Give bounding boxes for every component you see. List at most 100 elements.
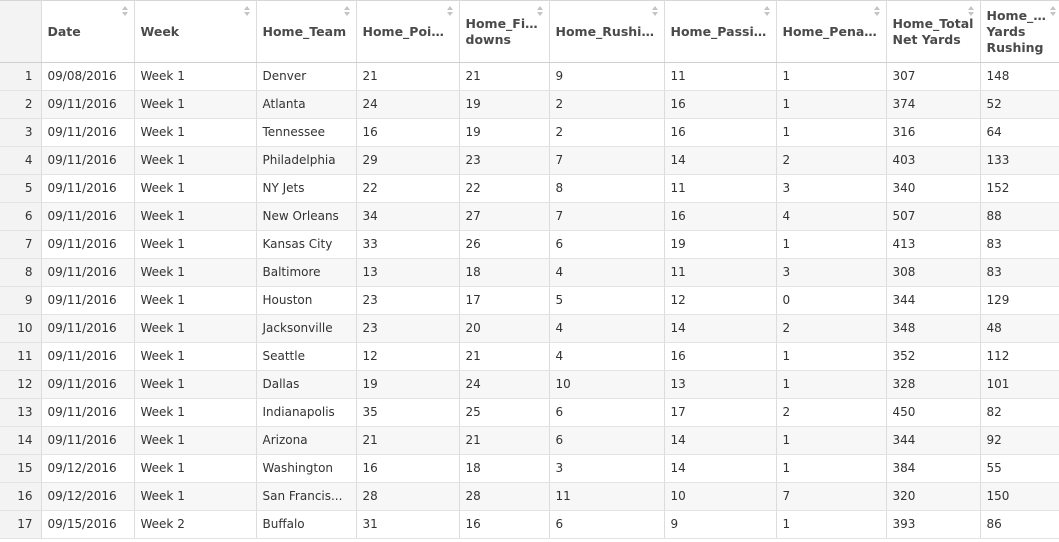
home-total-net-yards-cell[interactable]: 507 (886, 202, 981, 231)
sort-icon[interactable] (121, 6, 129, 18)
home-passing-cell[interactable]: 11 (664, 62, 777, 91)
sort-icon[interactable] (536, 6, 544, 18)
column-header-home-penalty[interactable]: Home_Penalty (776, 0, 887, 63)
home-net-yards-rushing-cell[interactable]: 83 (980, 230, 1059, 259)
home-total-net-yards-cell[interactable]: 340 (886, 174, 981, 203)
date-cell[interactable]: 09/11/2016 (41, 314, 135, 343)
column-header-home-passing[interactable]: Home_Passing (664, 0, 777, 63)
home-points-cell[interactable]: 13 (356, 258, 460, 287)
date-cell[interactable]: 09/12/2016 (41, 482, 135, 511)
date-cell[interactable]: 09/11/2016 (41, 426, 135, 455)
home-first-downs-cell[interactable]: 28 (459, 482, 550, 511)
home-net-yards-rushing-cell[interactable]: 92 (980, 426, 1059, 455)
week-cell[interactable]: Week 1 (134, 118, 257, 147)
home-points-cell[interactable]: 33 (356, 230, 460, 259)
home-team-cell[interactable]: Indianapolis (256, 398, 357, 427)
home-total-net-yards-cell[interactable]: 316 (886, 118, 981, 147)
home-team-cell[interactable]: Houston (256, 286, 357, 315)
home-net-yards-rushing-cell[interactable]: 55 (980, 454, 1059, 483)
home-passing-cell[interactable]: 14 (664, 146, 777, 175)
date-cell[interactable]: 09/08/2016 (41, 62, 135, 91)
home-total-net-yards-cell[interactable]: 374 (886, 90, 981, 119)
home-rushing-cell[interactable]: 6 (549, 426, 665, 455)
home-first-downs-cell[interactable]: 25 (459, 398, 550, 427)
home-rushing-cell[interactable]: 7 (549, 146, 665, 175)
sort-icon[interactable] (651, 6, 659, 18)
home-points-cell[interactable]: 12 (356, 342, 460, 371)
date-cell[interactable]: 09/12/2016 (41, 454, 135, 483)
home-points-cell[interactable]: 22 (356, 174, 460, 203)
home-first-downs-cell[interactable]: 22 (459, 174, 550, 203)
home-rushing-cell[interactable]: 7 (549, 202, 665, 231)
date-cell[interactable]: 09/11/2016 (41, 146, 135, 175)
home-passing-cell[interactable]: 10 (664, 482, 777, 511)
table-row[interactable]: 4 09/11/2016 Week 1 Philadelphia 29 23 7 14 2 403… (0, 146, 1059, 175)
home-rushing-cell[interactable]: 3 (549, 454, 665, 483)
home-first-downs-cell[interactable]: 18 (459, 258, 550, 287)
home-passing-cell[interactable]: 14 (664, 454, 777, 483)
home-rushing-cell[interactable]: 10 (549, 370, 665, 399)
week-cell[interactable]: Week 1 (134, 62, 257, 91)
home-penalty-cell[interactable]: 4 (776, 202, 887, 231)
home-points-cell[interactable]: 29 (356, 146, 460, 175)
home-team-cell[interactable]: Denver (256, 62, 357, 91)
home-penalty-cell[interactable]: 2 (776, 398, 887, 427)
week-cell[interactable]: Week 1 (134, 342, 257, 371)
home-penalty-cell[interactable]: 1 (776, 62, 887, 91)
home-first-downs-cell[interactable]: 24 (459, 370, 550, 399)
home-net-yards-rushing-cell[interactable]: 64 (980, 118, 1059, 147)
home-first-downs-cell[interactable]: 21 (459, 62, 550, 91)
home-passing-cell[interactable]: 14 (664, 426, 777, 455)
home-passing-cell[interactable]: 12 (664, 286, 777, 315)
home-team-cell[interactable]: Baltimore (256, 258, 357, 287)
home-total-net-yards-cell[interactable]: 393 (886, 510, 981, 539)
home-points-cell[interactable]: 23 (356, 286, 460, 315)
home-team-cell[interactable]: NY Jets (256, 174, 357, 203)
table-row[interactable]: 10 09/11/2016 Week 1 Jacksonville 23 20 4 14 2 34… (0, 314, 1059, 343)
home-penalty-cell[interactable]: 1 (776, 426, 887, 455)
home-rushing-cell[interactable]: 5 (549, 286, 665, 315)
week-cell[interactable]: Week 1 (134, 146, 257, 175)
date-cell[interactable]: 09/11/2016 (41, 258, 135, 287)
home-total-net-yards-cell[interactable]: 403 (886, 146, 981, 175)
table-row[interactable]: 11 09/11/2016 Week 1 Seattle 12 21 4 16 1 352 112 (0, 342, 1059, 371)
home-passing-cell[interactable]: 11 (664, 258, 777, 287)
table-row[interactable]: 13 09/11/2016 Week 1 Indianapolis 35 25 6 17 2 45… (0, 398, 1059, 427)
table-row[interactable]: 14 09/11/2016 Week 1 Arizona 21 21 6 14 1 344 92 (0, 426, 1059, 455)
home-team-cell[interactable]: Tennessee (256, 118, 357, 147)
table-row[interactable]: 16 09/12/2016 Week 1 San Francis... 28 28 11 10… (0, 482, 1059, 511)
home-first-downs-cell[interactable]: 20 (459, 314, 550, 343)
home-penalty-cell[interactable]: 3 (776, 258, 887, 287)
home-net-yards-rushing-cell[interactable]: 150 (980, 482, 1059, 511)
home-team-cell[interactable]: New Orleans (256, 202, 357, 231)
home-first-downs-cell[interactable]: 26 (459, 230, 550, 259)
home-net-yards-rushing-cell[interactable]: 88 (980, 202, 1059, 231)
week-cell[interactable]: Week 1 (134, 90, 257, 119)
home-net-yards-rushing-cell[interactable]: 152 (980, 174, 1059, 203)
home-points-cell[interactable]: 24 (356, 90, 460, 119)
home-net-yards-rushing-cell[interactable]: 133 (980, 146, 1059, 175)
date-cell[interactable]: 09/11/2016 (41, 90, 135, 119)
home-total-net-yards-cell[interactable]: 384 (886, 454, 981, 483)
home-first-downs-cell[interactable]: 19 (459, 118, 550, 147)
column-header-home-team[interactable]: Home_Team (256, 0, 357, 63)
home-team-cell[interactable]: Dallas (256, 370, 357, 399)
home-first-downs-cell[interactable]: 19 (459, 90, 550, 119)
home-team-cell[interactable]: Philadelphia (256, 146, 357, 175)
home-total-net-yards-cell[interactable]: 344 (886, 426, 981, 455)
date-cell[interactable]: 09/11/2016 (41, 370, 135, 399)
home-penalty-cell[interactable]: 1 (776, 230, 887, 259)
week-cell[interactable]: Week 1 (134, 202, 257, 231)
column-header-date[interactable]: Date (41, 0, 135, 63)
date-cell[interactable]: 09/11/2016 (41, 342, 135, 371)
home-team-cell[interactable]: Atlanta (256, 90, 357, 119)
table-row[interactable]: 5 09/11/2016 Week 1 NY Jets 22 22 8 11 3 340 152 (0, 174, 1059, 203)
table-row[interactable]: 12 09/11/2016 Week 1 Dallas 19 24 10 13 1 328 101 (0, 370, 1059, 399)
home-first-downs-cell[interactable]: 21 (459, 342, 550, 371)
home-rushing-cell[interactable]: 6 (549, 230, 665, 259)
home-passing-cell[interactable]: 14 (664, 314, 777, 343)
home-points-cell[interactable]: 19 (356, 370, 460, 399)
home-total-net-yards-cell[interactable]: 348 (886, 314, 981, 343)
home-total-net-yards-cell[interactable]: 308 (886, 258, 981, 287)
home-penalty-cell[interactable]: 1 (776, 370, 887, 399)
